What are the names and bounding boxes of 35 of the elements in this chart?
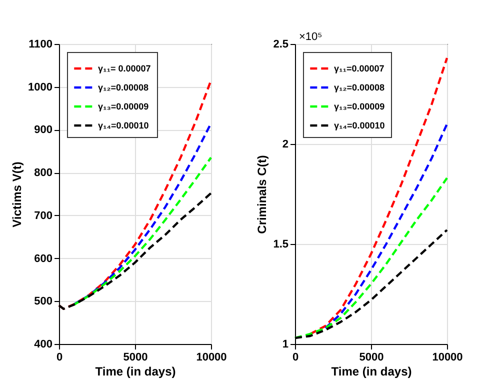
x-tick-label: 0 <box>292 352 299 364</box>
y-tick-label: 900 <box>34 124 52 136</box>
y-axis-title: Victims V(t) <box>10 162 24 228</box>
line-series <box>73 156 212 306</box>
legend-label: γ₁₄=0.00010 <box>334 120 385 130</box>
x-tick-label: 10000 <box>196 352 227 364</box>
text: ×10⁵ <box>299 31 322 43</box>
y-tick-label: 500 <box>34 296 52 308</box>
y-tick-label: 700 <box>34 210 52 222</box>
y-tick-label: 600 <box>34 252 52 265</box>
line-series <box>294 176 448 340</box>
x-axis-title: Time (in days) <box>331 364 412 378</box>
y-tick-label: 1.5 <box>273 238 288 250</box>
legend-label: γ₁₃=0.00009 <box>334 102 385 112</box>
y-tick-label: 2.5 <box>273 38 288 50</box>
x-tick-label: 0 <box>56 352 63 364</box>
line-series <box>324 122 448 330</box>
legend-label: γ₁₄=0.00010 <box>98 120 149 130</box>
legend-label: γ₁₁= 0.00007 <box>98 64 151 74</box>
y-tick-label: 1100 <box>28 38 52 50</box>
x-axis-title: Time (in days) <box>95 364 176 378</box>
y-tick-label: 800 <box>34 167 52 180</box>
legend-label: γ₁₁=0.00007 <box>334 64 384 74</box>
legend-label: γ₁₂=0.00008 <box>334 82 385 92</box>
legend-label: γ₁₂=0.00008 <box>98 82 149 92</box>
x-tick-label: 5000 <box>359 352 384 364</box>
x-tick-label: 5000 <box>123 352 148 364</box>
x-tick-label: 10000 <box>432 352 463 364</box>
y-axis-title: Criminals C(t) <box>255 155 270 234</box>
y-tick-label: 1000 <box>28 81 52 94</box>
line-series <box>309 56 448 336</box>
y-tick-label: 2 <box>282 138 288 150</box>
legend-label: γ₁₃=0.00009 <box>98 102 149 112</box>
y-tick-label: 1 <box>282 338 288 350</box>
y-tick-label: 400 <box>34 338 52 350</box>
